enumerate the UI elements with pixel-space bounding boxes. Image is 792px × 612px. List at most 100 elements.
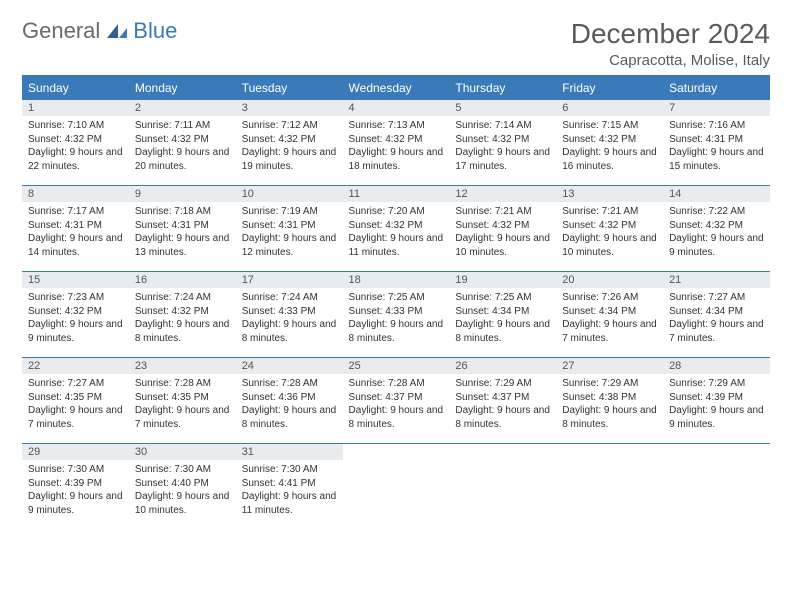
day-number: 31 <box>236 444 343 460</box>
day-cell: 22Sunrise: 7:27 AMSunset: 4:35 PMDayligh… <box>22 358 129 444</box>
empty-cell <box>343 444 450 530</box>
day-header-wed: Wednesday <box>343 76 450 100</box>
calendar-table: Sunday Monday Tuesday Wednesday Thursday… <box>22 75 770 530</box>
day-number: 13 <box>556 186 663 202</box>
day-cell: 9Sunrise: 7:18 AMSunset: 4:31 PMDaylight… <box>129 186 236 272</box>
day-details: Sunrise: 7:27 AMSunset: 4:34 PMDaylight:… <box>663 288 770 349</box>
day-cell: 28Sunrise: 7:29 AMSunset: 4:39 PMDayligh… <box>663 358 770 444</box>
day-number: 10 <box>236 186 343 202</box>
day-details: Sunrise: 7:24 AMSunset: 4:32 PMDaylight:… <box>129 288 236 349</box>
day-details: Sunrise: 7:24 AMSunset: 4:33 PMDaylight:… <box>236 288 343 349</box>
day-number: 26 <box>449 358 556 374</box>
day-cell: 20Sunrise: 7:26 AMSunset: 4:34 PMDayligh… <box>556 272 663 358</box>
day-number: 18 <box>343 272 450 288</box>
day-details: Sunrise: 7:28 AMSunset: 4:36 PMDaylight:… <box>236 374 343 435</box>
day-details: Sunrise: 7:10 AMSunset: 4:32 PMDaylight:… <box>22 116 129 177</box>
day-number: 6 <box>556 100 663 116</box>
day-number: 9 <box>129 186 236 202</box>
day-number: 22 <box>22 358 129 374</box>
day-header-sat: Saturday <box>663 76 770 100</box>
day-number: 12 <box>449 186 556 202</box>
calendar-week-row: 8Sunrise: 7:17 AMSunset: 4:31 PMDaylight… <box>22 186 770 272</box>
day-details: Sunrise: 7:23 AMSunset: 4:32 PMDaylight:… <box>22 288 129 349</box>
day-cell: 4Sunrise: 7:13 AMSunset: 4:32 PMDaylight… <box>343 100 450 186</box>
day-number: 23 <box>129 358 236 374</box>
day-details: Sunrise: 7:18 AMSunset: 4:31 PMDaylight:… <box>129 202 236 263</box>
day-cell: 19Sunrise: 7:25 AMSunset: 4:34 PMDayligh… <box>449 272 556 358</box>
day-number: 16 <box>129 272 236 288</box>
day-details: Sunrise: 7:28 AMSunset: 4:37 PMDaylight:… <box>343 374 450 435</box>
title-block: December 2024 Capracotta, Molise, Italy <box>571 18 770 69</box>
day-details: Sunrise: 7:29 AMSunset: 4:37 PMDaylight:… <box>449 374 556 435</box>
day-number: 19 <box>449 272 556 288</box>
empty-cell <box>556 444 663 530</box>
day-details: Sunrise: 7:19 AMSunset: 4:31 PMDaylight:… <box>236 202 343 263</box>
day-number: 11 <box>343 186 450 202</box>
day-details: Sunrise: 7:21 AMSunset: 4:32 PMDaylight:… <box>449 202 556 263</box>
day-cell: 30Sunrise: 7:30 AMSunset: 4:40 PMDayligh… <box>129 444 236 530</box>
logo: General Blue <box>22 18 177 44</box>
calendar-week-row: 15Sunrise: 7:23 AMSunset: 4:32 PMDayligh… <box>22 272 770 358</box>
day-details: Sunrise: 7:17 AMSunset: 4:31 PMDaylight:… <box>22 202 129 263</box>
day-details: Sunrise: 7:11 AMSunset: 4:32 PMDaylight:… <box>129 116 236 177</box>
day-details: Sunrise: 7:30 AMSunset: 4:41 PMDaylight:… <box>236 460 343 521</box>
day-number: 7 <box>663 100 770 116</box>
day-cell: 31Sunrise: 7:30 AMSunset: 4:41 PMDayligh… <box>236 444 343 530</box>
day-details: Sunrise: 7:26 AMSunset: 4:34 PMDaylight:… <box>556 288 663 349</box>
day-details: Sunrise: 7:25 AMSunset: 4:34 PMDaylight:… <box>449 288 556 349</box>
day-number: 25 <box>343 358 450 374</box>
day-cell: 25Sunrise: 7:28 AMSunset: 4:37 PMDayligh… <box>343 358 450 444</box>
day-cell: 11Sunrise: 7:20 AMSunset: 4:32 PMDayligh… <box>343 186 450 272</box>
logo-sail-icon <box>105 22 131 40</box>
day-cell: 21Sunrise: 7:27 AMSunset: 4:34 PMDayligh… <box>663 272 770 358</box>
day-cell: 1Sunrise: 7:10 AMSunset: 4:32 PMDaylight… <box>22 100 129 186</box>
logo-text-general: General <box>22 18 100 44</box>
day-number: 5 <box>449 100 556 116</box>
day-cell: 24Sunrise: 7:28 AMSunset: 4:36 PMDayligh… <box>236 358 343 444</box>
day-number: 14 <box>663 186 770 202</box>
month-title: December 2024 <box>571 18 770 50</box>
day-header-row: Sunday Monday Tuesday Wednesday Thursday… <box>22 76 770 100</box>
empty-cell <box>663 444 770 530</box>
day-number: 3 <box>236 100 343 116</box>
location: Capracotta, Molise, Italy <box>571 52 770 69</box>
day-number: 4 <box>343 100 450 116</box>
day-cell: 3Sunrise: 7:12 AMSunset: 4:32 PMDaylight… <box>236 100 343 186</box>
day-number: 20 <box>556 272 663 288</box>
day-cell: 8Sunrise: 7:17 AMSunset: 4:31 PMDaylight… <box>22 186 129 272</box>
day-details: Sunrise: 7:21 AMSunset: 4:32 PMDaylight:… <box>556 202 663 263</box>
day-details: Sunrise: 7:28 AMSunset: 4:35 PMDaylight:… <box>129 374 236 435</box>
day-cell: 17Sunrise: 7:24 AMSunset: 4:33 PMDayligh… <box>236 272 343 358</box>
logo-text-blue: Blue <box>133 18 177 44</box>
day-number: 15 <box>22 272 129 288</box>
day-cell: 2Sunrise: 7:11 AMSunset: 4:32 PMDaylight… <box>129 100 236 186</box>
day-cell: 15Sunrise: 7:23 AMSunset: 4:32 PMDayligh… <box>22 272 129 358</box>
day-details: Sunrise: 7:30 AMSunset: 4:39 PMDaylight:… <box>22 460 129 521</box>
day-details: Sunrise: 7:30 AMSunset: 4:40 PMDaylight:… <box>129 460 236 521</box>
day-cell: 13Sunrise: 7:21 AMSunset: 4:32 PMDayligh… <box>556 186 663 272</box>
day-cell: 23Sunrise: 7:28 AMSunset: 4:35 PMDayligh… <box>129 358 236 444</box>
day-cell: 12Sunrise: 7:21 AMSunset: 4:32 PMDayligh… <box>449 186 556 272</box>
day-cell: 6Sunrise: 7:15 AMSunset: 4:32 PMDaylight… <box>556 100 663 186</box>
day-header-tue: Tuesday <box>236 76 343 100</box>
day-number: 29 <box>22 444 129 460</box>
day-number: 21 <box>663 272 770 288</box>
day-header-thu: Thursday <box>449 76 556 100</box>
day-cell: 27Sunrise: 7:29 AMSunset: 4:38 PMDayligh… <box>556 358 663 444</box>
day-details: Sunrise: 7:29 AMSunset: 4:39 PMDaylight:… <box>663 374 770 435</box>
day-details: Sunrise: 7:14 AMSunset: 4:32 PMDaylight:… <box>449 116 556 177</box>
day-number: 24 <box>236 358 343 374</box>
day-details: Sunrise: 7:15 AMSunset: 4:32 PMDaylight:… <box>556 116 663 177</box>
day-details: Sunrise: 7:22 AMSunset: 4:32 PMDaylight:… <box>663 202 770 263</box>
day-number: 2 <box>129 100 236 116</box>
day-cell: 29Sunrise: 7:30 AMSunset: 4:39 PMDayligh… <box>22 444 129 530</box>
day-cell: 18Sunrise: 7:25 AMSunset: 4:33 PMDayligh… <box>343 272 450 358</box>
day-header-sun: Sunday <box>22 76 129 100</box>
day-cell: 14Sunrise: 7:22 AMSunset: 4:32 PMDayligh… <box>663 186 770 272</box>
calendar-week-row: 29Sunrise: 7:30 AMSunset: 4:39 PMDayligh… <box>22 444 770 530</box>
day-details: Sunrise: 7:20 AMSunset: 4:32 PMDaylight:… <box>343 202 450 263</box>
day-cell: 5Sunrise: 7:14 AMSunset: 4:32 PMDaylight… <box>449 100 556 186</box>
day-details: Sunrise: 7:27 AMSunset: 4:35 PMDaylight:… <box>22 374 129 435</box>
calendar-week-row: 22Sunrise: 7:27 AMSunset: 4:35 PMDayligh… <box>22 358 770 444</box>
day-details: Sunrise: 7:13 AMSunset: 4:32 PMDaylight:… <box>343 116 450 177</box>
